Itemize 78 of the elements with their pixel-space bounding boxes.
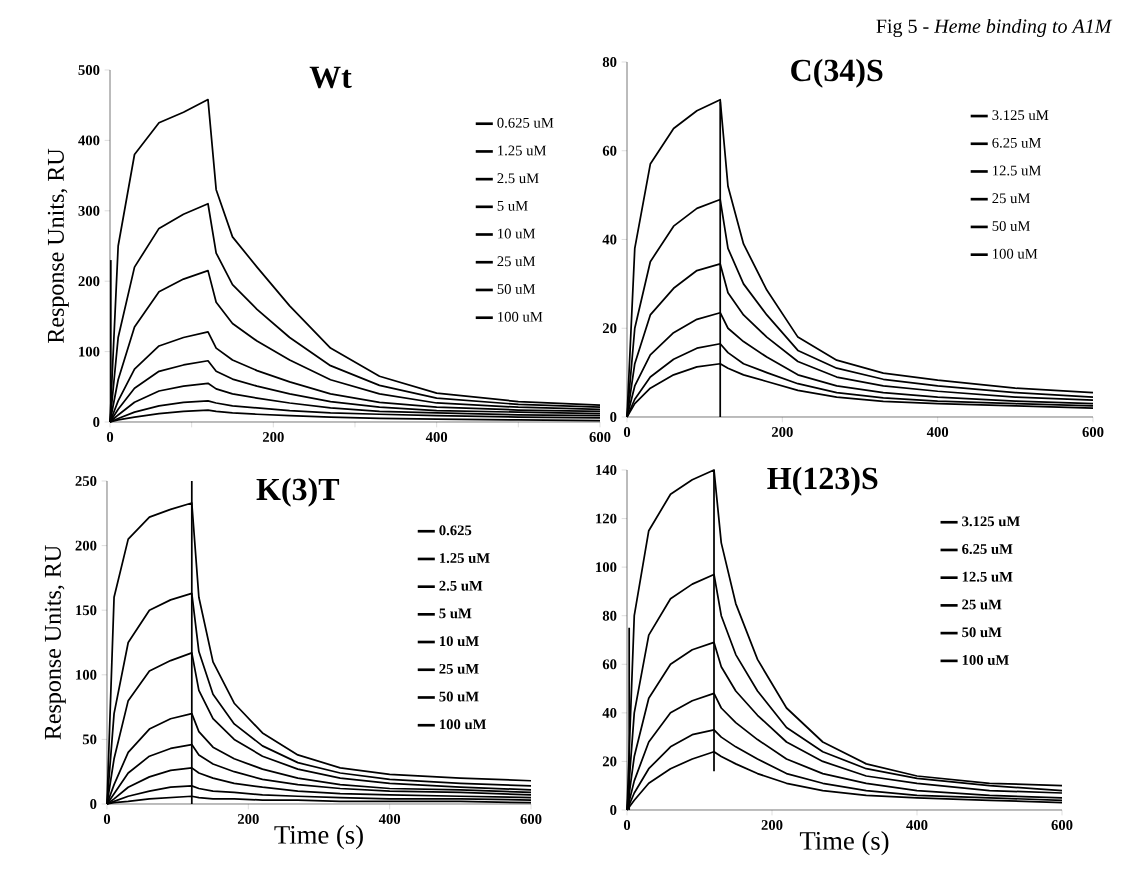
- y-tick-label: 500: [78, 65, 100, 75]
- y-tick-label: 80: [602, 57, 617, 67]
- legend-label: 25 uM: [497, 256, 536, 267]
- x-tick-label: 600: [1051, 820, 1073, 830]
- legend-label: 0.625 uM: [497, 117, 554, 128]
- y-tick-label: 150: [76, 605, 97, 616]
- chart-title: H(123)S: [767, 466, 878, 496]
- x-tick-label: 0: [623, 427, 631, 437]
- y-tick-label: 140: [596, 465, 617, 475]
- legend-label: 25 uM: [962, 599, 1002, 610]
- legend-label: 100 uM: [962, 655, 1009, 665]
- x-tick-label: 200: [771, 427, 793, 437]
- legend-label: 50 uM: [439, 691, 479, 702]
- y-tick-label: 0: [90, 799, 97, 809]
- legend-label: 10 uM: [498, 228, 536, 239]
- x-tick-label: 0: [103, 814, 111, 824]
- y-tick-label: 120: [596, 513, 617, 524]
- chart-title: C(34)S: [791, 58, 883, 88]
- legend-label: 5 uM: [439, 608, 472, 619]
- y-tick-label: 100: [596, 562, 617, 573]
- legend-label: 3.125 uM: [992, 110, 1049, 121]
- legend-label: 2.5 uM: [439, 580, 483, 591]
- legend-label: 3.125 uM: [962, 516, 1020, 527]
- y-tick-label: 0: [93, 417, 100, 427]
- legend-label: 50 uM: [962, 627, 1002, 638]
- x-tick-label: 400: [378, 814, 401, 824]
- legend-label: 100 uM: [439, 719, 487, 730]
- y-tick-label: 400: [78, 135, 100, 146]
- y-tick-label: 20: [602, 323, 617, 334]
- legend-label: 100 uM: [498, 311, 543, 322]
- legend-label: 1.25 uM: [498, 145, 547, 156]
- legend-label: 0.625: [439, 525, 472, 536]
- x-tick-label: 0: [106, 432, 114, 442]
- legend-label: 6.25 uM: [992, 137, 1042, 148]
- x-tick-label: 400: [906, 820, 928, 830]
- y-tick-label: 40: [602, 234, 617, 245]
- y-axis-title: Response Units, RU: [44, 545, 66, 740]
- y-tick-label: 60: [602, 145, 617, 156]
- x-tick-label: 200: [761, 820, 783, 830]
- legend-label: 25 uM: [439, 663, 479, 674]
- x-tick-label: 600: [589, 432, 611, 442]
- y-tick-label: 60: [602, 659, 617, 670]
- y-tick-label: 200: [75, 540, 97, 551]
- x-tick-label: 600: [520, 814, 542, 824]
- legend-label: 100 uM: [993, 248, 1038, 259]
- caption: Fig 5 - Heme binding to A1M: [876, 18, 1113, 38]
- y-tick-label: 200: [78, 276, 100, 287]
- legend-label: 1.25 uM: [439, 553, 490, 564]
- y-tick-label: 0: [610, 412, 617, 422]
- y-tick-label: 100: [79, 346, 100, 357]
- x-tick-label: 400: [926, 427, 949, 437]
- y-tick-label: 50: [82, 734, 97, 745]
- x-tick-label: 0: [623, 820, 631, 830]
- legend-label: 12.5 uM: [962, 571, 1013, 582]
- legend-label: 6.25 uM: [962, 544, 1013, 555]
- x-tick-label: 200: [237, 814, 259, 824]
- y-tick-label: 100: [76, 669, 97, 680]
- legend-label: 5 uM: [497, 201, 528, 211]
- y-tick-label: 20: [602, 756, 617, 767]
- y-axis-title: Response Units, RU: [47, 148, 69, 343]
- chart-title: Wt: [309, 66, 352, 89]
- y-tick-label: 250: [75, 476, 97, 486]
- x-axis-title: Time (s): [274, 825, 363, 850]
- legend-label: 50 uM: [992, 221, 1031, 231]
- y-tick-label: 300: [78, 205, 100, 216]
- y-tick-label: 40: [602, 707, 617, 718]
- legend-label: 25 uM: [992, 193, 1031, 204]
- x-tick-label: 600: [1082, 427, 1104, 437]
- legend-label: 50 uM: [497, 284, 536, 294]
- legend-label: 2.5 uM: [497, 173, 539, 184]
- y-tick-label: 80: [602, 610, 617, 621]
- legend-label: 12.5 uM: [993, 165, 1042, 176]
- x-axis-title: Time (s): [799, 831, 889, 856]
- y-tick-label: 0: [610, 805, 617, 815]
- legend-label: 10 uM: [439, 636, 479, 647]
- x-tick-label: 200: [262, 432, 284, 442]
- chart-title: K(3)T: [256, 477, 340, 507]
- x-tick-label: 400: [425, 432, 448, 442]
